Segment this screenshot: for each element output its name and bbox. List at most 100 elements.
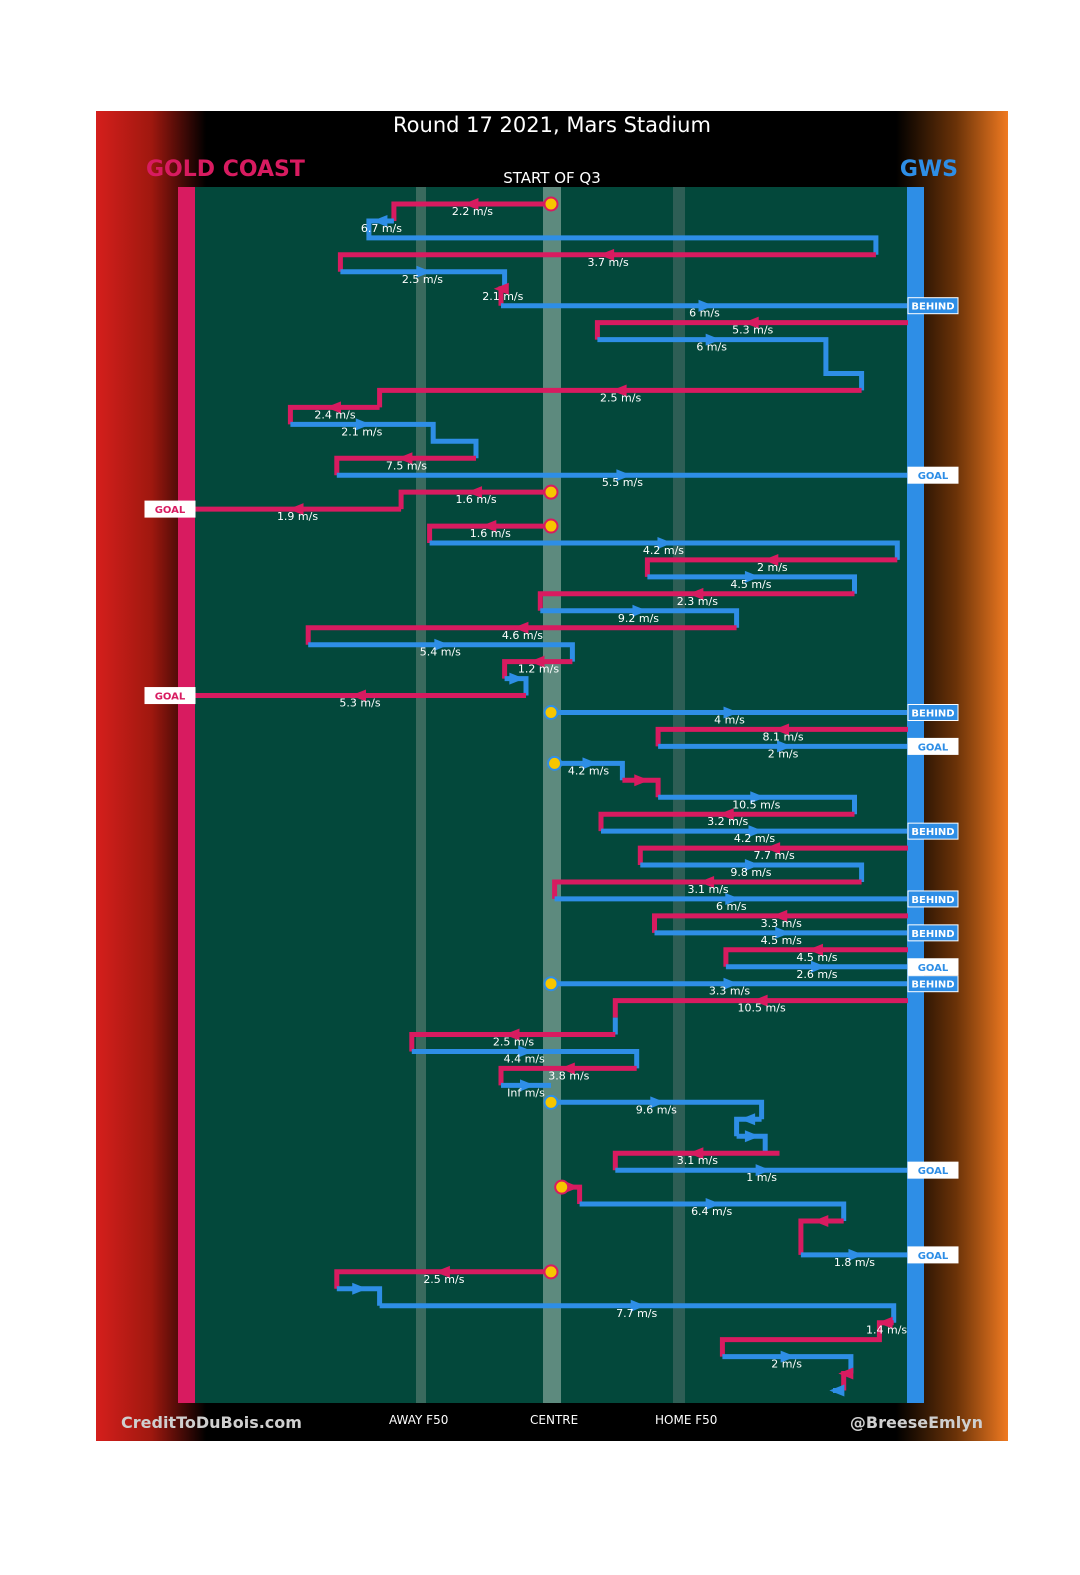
speed-label: 4.2 m/s: [643, 544, 684, 557]
gws-goal-line: [907, 187, 924, 1403]
direction-arrow: [723, 977, 739, 990]
speed-label: 3.7 m/s: [588, 256, 629, 269]
direction-arrow: [463, 198, 479, 210]
outcome-badge-goal: GOAL: [918, 963, 949, 974]
possession-chain-gc: [334, 1269, 551, 1289]
possession-chain-gc: [427, 523, 551, 543]
outcome-badge-behind: BEHIND: [911, 895, 954, 906]
direction-arrow: [434, 1265, 450, 1278]
direction-arrow: [838, 1367, 854, 1380]
possession-chain-gws: [722, 1354, 854, 1374]
speed-label: 2.5 m/s: [493, 1036, 534, 1049]
direction-arrow: [397, 452, 413, 465]
speed-label: 4.5 m/s: [796, 951, 837, 964]
possession-chain-gc: [637, 845, 908, 865]
outcome-badge-goal: GOAL: [918, 471, 949, 482]
possession-chain-gc: [498, 1065, 637, 1086]
possession-chain-gws: [336, 1286, 383, 1306]
outcome-badge-fill: [908, 958, 958, 975]
outcome-badge-behind: BEHIND: [911, 980, 954, 991]
direction-arrow: [434, 638, 450, 651]
stoppage-marker: [543, 196, 559, 212]
possession-chain-gc: [612, 1150, 780, 1171]
possession-chain-gws: [647, 574, 857, 594]
speed-label: 4.2 m/s: [734, 832, 775, 845]
direction-arrow: [744, 570, 760, 583]
speed-label: 5.5 m/s: [602, 476, 643, 489]
possession-chain-gws: [290, 421, 479, 459]
direction-arrow: [698, 299, 714, 312]
possession-chain-gws: [429, 540, 900, 560]
direction-arrow: [740, 1113, 756, 1126]
direction-arrow: [509, 672, 525, 685]
possession-chain-gc: [798, 1218, 844, 1238]
direction-arrow: [744, 1130, 760, 1143]
direction-arrow: [777, 740, 793, 753]
outcome-badge-box: [907, 890, 959, 908]
speed-label: 7.5 m/s: [386, 459, 427, 472]
possession-chains: [194, 196, 908, 1397]
speed-label: 2.1 m/s: [482, 290, 523, 303]
possession-chain-gc: [537, 591, 855, 611]
speed-label: 6 m/s: [716, 900, 747, 913]
outcome-badge-behind: BEHIND: [911, 929, 954, 940]
direction-arrow: [657, 537, 673, 549]
direction-arrow: [765, 842, 781, 855]
possession-chain-gc: [644, 557, 898, 577]
possession-chain-gws: [551, 1099, 765, 1120]
possession-chain-gc: [552, 879, 862, 899]
direction-arrow: [288, 503, 304, 516]
direction-arrow: [807, 943, 823, 956]
direction-arrow: [326, 401, 342, 414]
chart-title: Round 17 2021, Mars Stadium: [393, 113, 711, 137]
speed-label: 1.6 m/s: [455, 493, 496, 506]
direction-arrow: [352, 1282, 368, 1295]
outcome-badge-fill: [908, 1162, 958, 1179]
speed-label: 2.5 m/s: [423, 1273, 464, 1286]
speed-label: 3.3 m/s: [709, 985, 750, 998]
speed-label: 1.6 m/s: [470, 527, 511, 540]
stoppage-marker: [543, 518, 559, 534]
direction-arrow: [513, 621, 529, 634]
axis-label-home-f50: HOME F50: [655, 1413, 718, 1427]
outcome-badge-fill: [908, 467, 958, 484]
possession-chain-gws: [540, 608, 740, 628]
possession-chain-gc: [398, 489, 551, 510]
speed-label: 2.5 m/s: [600, 391, 641, 404]
speed-label: 4.5 m/s: [761, 934, 802, 947]
direction-arrow: [351, 689, 367, 702]
speed-label: 3.2 m/s: [707, 815, 748, 828]
direction-arrow: [688, 587, 704, 600]
direction-arrow: [355, 418, 371, 431]
direction-arrow: [752, 994, 768, 1007]
possession-chain-gc: [594, 320, 908, 340]
possession-chain-gc: [337, 252, 876, 272]
speed-label: 7.7 m/s: [754, 849, 795, 862]
away-f50-band: [416, 187, 426, 1403]
possession-chart: 2.2 m/s 6.7 m/s 3.7 m/s 2.5 m/s 2.1 m/s 6 m/s…: [144, 187, 959, 1403]
direction-arrow: [748, 825, 764, 838]
direction-arrow: [755, 1164, 771, 1177]
speed-label: 4 m/s: [714, 714, 745, 727]
direction-arrow: [750, 791, 766, 804]
speed-label: 5.3 m/s: [732, 324, 773, 337]
outcome-badge-behind: BEHIND: [911, 827, 954, 838]
possession-chain-gc: [652, 913, 908, 933]
direction-arrow: [774, 723, 790, 736]
outcome-badge-box: [907, 822, 959, 840]
direction-arrow: [877, 1316, 893, 1329]
direction-arrow: [705, 333, 721, 346]
stoppage-marker: [543, 1264, 559, 1280]
direction-arrow: [829, 1384, 845, 1397]
possession-chain-gc: [612, 998, 908, 1018]
speed-label: 1.8 m/s: [834, 1256, 875, 1269]
stoppage-marker: [543, 484, 559, 500]
credit-left: CreditToDuBois.com: [121, 1413, 302, 1432]
speed-label: 4.2 m/s: [568, 764, 609, 777]
speed-labels: 2.2 m/s 6.7 m/s 3.7 m/s 2.5 m/s 2.1 m/s 6 m/s…: [277, 205, 907, 1371]
direction-arrow: [813, 1215, 829, 1227]
direction-arrow: [725, 892, 741, 905]
direction-arrow: [848, 1248, 864, 1261]
speed-label: 3.3 m/s: [761, 917, 802, 930]
direction-arrow: [763, 553, 779, 566]
